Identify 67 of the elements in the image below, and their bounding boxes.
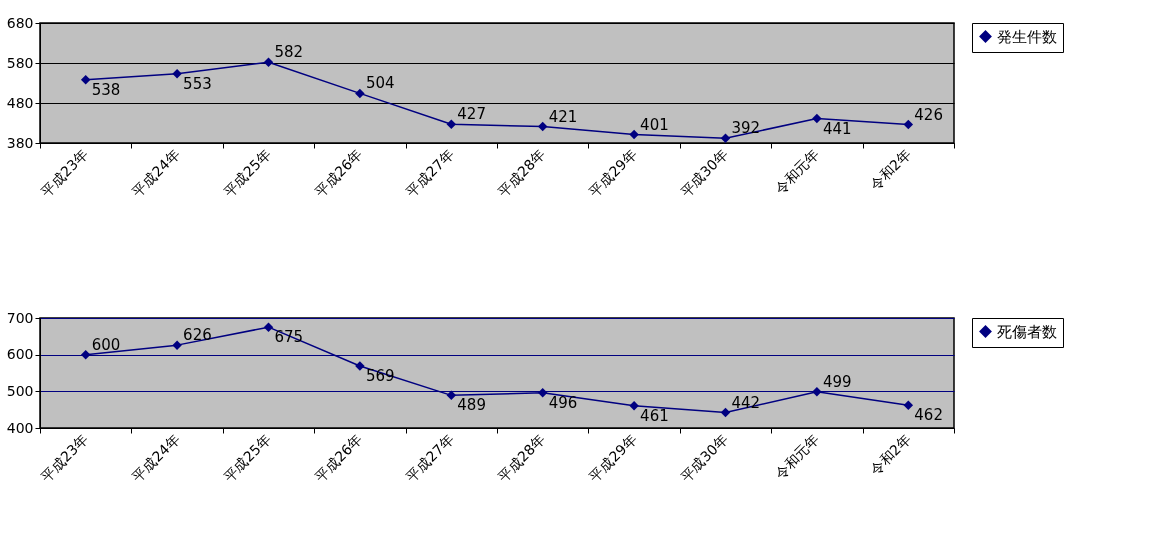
legend-label: 死傷者数: [997, 322, 1057, 341]
x-tick-label: 平成24年: [128, 146, 183, 200]
x-tick-label: 令和2年: [866, 431, 914, 479]
point: [446, 119, 457, 129]
y-tick-label: 680: [6, 14, 34, 31]
x-tick-label: 平成25年: [220, 431, 274, 485]
x-tick-label: 平成23年: [37, 146, 92, 200]
point: [629, 400, 639, 411]
data-label: 442: [731, 393, 761, 412]
data-label: 569: [365, 367, 395, 386]
point: [263, 57, 274, 67]
x-tick-label: 令和元年: [771, 431, 823, 483]
y-tick-label: 400: [6, 419, 34, 436]
point: [903, 119, 914, 130]
x-tick-label: 平成30年: [677, 146, 731, 200]
point: [355, 88, 365, 99]
y-tick-label: 580: [6, 54, 34, 71]
x-tick-label: 平成24年: [128, 431, 183, 485]
data-label: 441: [822, 119, 852, 138]
y-tick-label: 380: [6, 134, 34, 151]
x-tick-label: 平成30年: [677, 431, 731, 485]
data-label: 462: [914, 406, 943, 425]
legend-label: 発生件数: [997, 27, 1057, 46]
point: [812, 113, 822, 124]
x-tick-label: 平成28年: [494, 431, 549, 485]
x-tick-label: 令和元年: [771, 146, 823, 198]
point: [812, 386, 822, 397]
data-label: 600: [91, 335, 121, 354]
data-label: 401: [640, 115, 669, 134]
x-tick-label: 平成27年: [403, 146, 457, 200]
data-label: 426: [914, 105, 943, 124]
point: [629, 129, 639, 140]
data-label: 421: [548, 107, 578, 126]
x-tick-label: 平成29年: [585, 146, 640, 200]
x-tick-label: 平成25年: [220, 146, 274, 200]
y-tick-label: 500: [6, 382, 34, 399]
data-label: 499: [822, 372, 852, 391]
point: [263, 322, 274, 332]
point: [537, 121, 548, 132]
data-label: 489: [457, 396, 486, 415]
y-tick-label: 700: [6, 309, 34, 326]
y-tick-label: 480: [6, 94, 34, 111]
point: [80, 75, 91, 85]
data-label: 392: [731, 119, 761, 138]
x-tick-label: 平成26年: [311, 431, 366, 485]
x-tick-label: 平成28年: [494, 146, 549, 200]
x-tick-label: 平成27年: [403, 431, 457, 485]
data-label: 461: [640, 406, 669, 425]
point: [720, 407, 731, 418]
point: [720, 133, 731, 143]
y-tick-label: 600: [6, 346, 34, 363]
data-label: 538: [91, 80, 121, 99]
data-label: 553: [183, 74, 212, 93]
data-label: 582: [274, 43, 304, 62]
point: [537, 388, 548, 398]
x-tick-label: 令和2年: [866, 146, 914, 194]
data-label: 504: [365, 74, 395, 93]
x-tick-label: 平成29年: [585, 431, 640, 485]
point: [80, 349, 91, 360]
data-label: 496: [548, 393, 578, 412]
x-tick-label: 平成26年: [311, 146, 366, 200]
data-label: 626: [183, 326, 212, 345]
x-tick-label: 平成23年: [37, 431, 92, 485]
point: [172, 69, 182, 79]
point: [903, 400, 914, 411]
data-label: 427: [457, 105, 486, 124]
point: [446, 390, 457, 401]
